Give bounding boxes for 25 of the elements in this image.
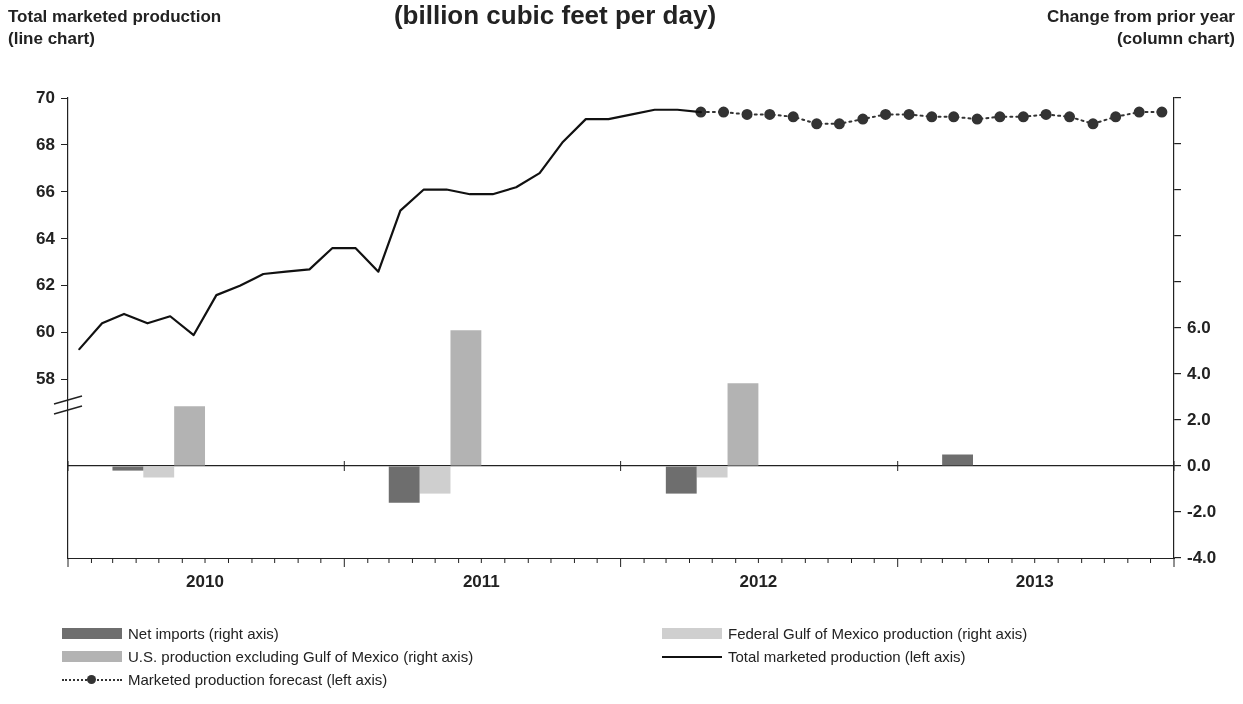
y2-tick-label: 6.0 — [1187, 317, 1211, 337]
legend-label: Total marketed production (left axis) — [728, 648, 966, 665]
chart-title: (billion cubic feet per day) — [393, 0, 717, 30]
y2-tick-label: 2.0 — [1187, 409, 1211, 429]
legend-label: U.S. production excluding Gulf of Mexico (right axis) — [128, 648, 474, 665]
y2-tick-label: -4.0 — [1187, 547, 1217, 567]
y-tick-label: 66 — [36, 181, 55, 201]
legend-label: Marketed production forecast (left axis) — [128, 671, 388, 688]
y-tick-label: 62 — [36, 275, 55, 295]
x-tick-label: 2010 — [186, 571, 224, 591]
y2-axis-title: Change from prior year (column chart) — [1047, 6, 1235, 50]
x-tick-label: 2011 — [462, 571, 500, 591]
y-tick-label: 68 — [36, 134, 55, 154]
x-tick-label: 2012 — [739, 571, 778, 591]
y-tick-label: 70 — [36, 87, 55, 107]
x-tick-label: 2013 — [1015, 571, 1054, 591]
y2-tick-label: 4.0 — [1187, 363, 1211, 383]
y-tick-label: 58 — [36, 369, 55, 389]
y-axis-title: Total marketed production (line chart) — [8, 6, 222, 50]
y-tick-label: 60 — [36, 322, 55, 342]
legend-label: Federal Gulf of Mexico production (right axis) — [728, 625, 1028, 642]
y2-tick-label: -2.0 — [1187, 501, 1217, 521]
y2-tick-label: 0.0 — [1187, 455, 1211, 475]
y-tick-label: 64 — [36, 228, 56, 248]
legend-label: Net imports (right axis) — [128, 625, 279, 642]
